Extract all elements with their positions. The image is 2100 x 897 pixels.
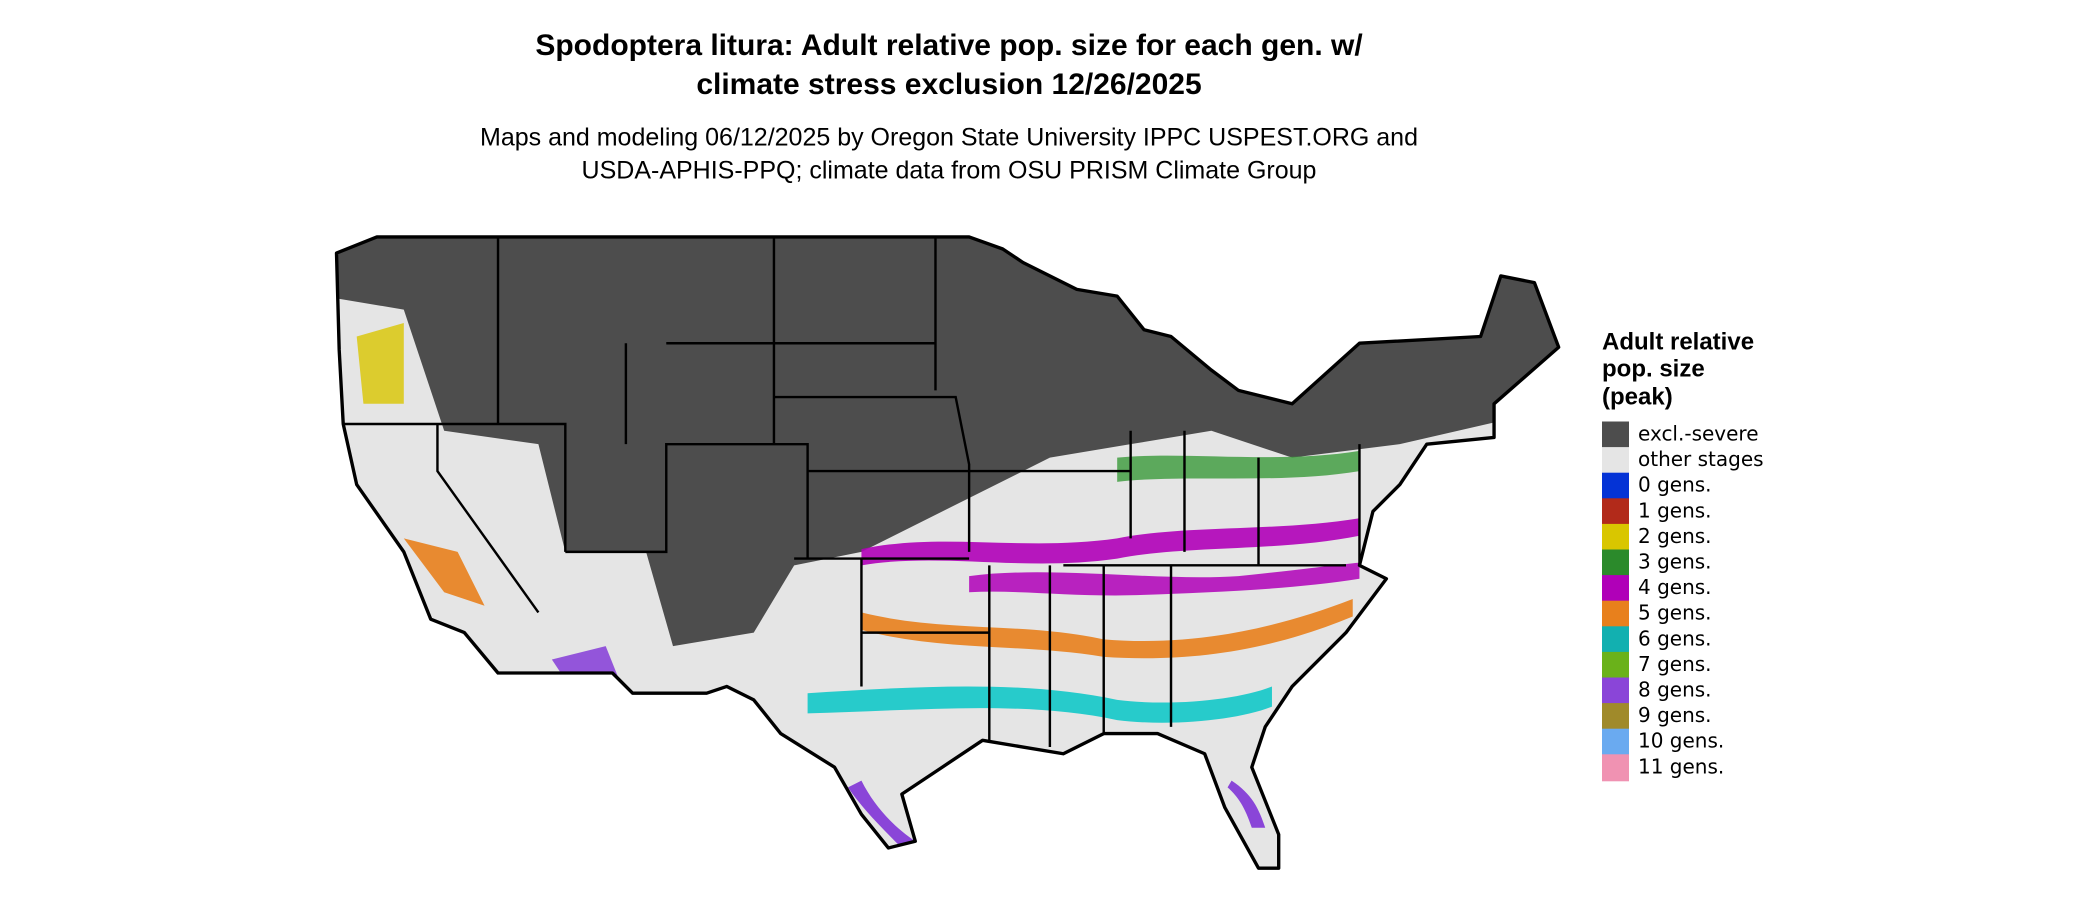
legend-label: 3 gens. bbox=[1638, 550, 1712, 574]
band bbox=[861, 598, 1353, 659]
legend-label: 0 gens. bbox=[1638, 473, 1712, 497]
legend-label: 5 gens. bbox=[1638, 601, 1712, 625]
band bbox=[403, 538, 485, 606]
legend-label: 11 gens. bbox=[1638, 754, 1724, 778]
legend-swatch bbox=[1602, 421, 1629, 449]
band bbox=[1117, 450, 1360, 482]
legend-label: 7 gens. bbox=[1638, 652, 1712, 676]
band bbox=[1227, 780, 1266, 828]
legend-swatch bbox=[1602, 728, 1629, 756]
legend-swatch bbox=[1602, 575, 1629, 603]
legend-label: 6 gens. bbox=[1638, 626, 1712, 650]
legend-swatch bbox=[1602, 523, 1629, 551]
band bbox=[356, 323, 404, 404]
legend-label: 8 gens. bbox=[1638, 678, 1712, 702]
legend-swatch bbox=[1602, 498, 1629, 526]
legend-title-line: Adult relative bbox=[1602, 328, 1754, 355]
legend-swatch bbox=[1602, 677, 1629, 705]
country-outline bbox=[334, 235, 1561, 870]
state-borders bbox=[343, 236, 1361, 748]
legend-swatch bbox=[1602, 549, 1629, 577]
legend-label: other stages bbox=[1638, 447, 1764, 471]
legend-swatch bbox=[1602, 754, 1629, 782]
us-map bbox=[334, 235, 1561, 870]
legend-label: 2 gens. bbox=[1638, 524, 1712, 548]
legend-label: 1 gens. bbox=[1638, 498, 1712, 522]
band bbox=[807, 686, 1272, 723]
legend-swatch bbox=[1602, 703, 1629, 731]
band bbox=[969, 562, 1360, 596]
subtitle-line: USDA-APHIS-PPQ; climate data from OSU PR… bbox=[582, 157, 1317, 185]
legend-label: excl.-severe bbox=[1638, 422, 1759, 446]
legend-title-line: (peak) bbox=[1602, 383, 1673, 410]
legend: Adult relative pop. size (peak) excl.-se… bbox=[1602, 328, 1764, 782]
title-line: climate stress exclusion 12/26/2025 bbox=[696, 68, 1201, 101]
legend-swatch bbox=[1602, 447, 1629, 475]
legend-label: 4 gens. bbox=[1638, 575, 1712, 599]
legend-label: 10 gens. bbox=[1638, 729, 1724, 753]
band bbox=[861, 518, 1360, 566]
legend-label: 9 gens. bbox=[1638, 703, 1712, 727]
legend-swatch bbox=[1602, 600, 1629, 628]
legend-swatch bbox=[1602, 626, 1629, 654]
subtitle-line: Maps and modeling 06/12/2025 by Oregon S… bbox=[480, 124, 1418, 152]
legend-swatch bbox=[1602, 651, 1629, 679]
legend-swatch bbox=[1602, 472, 1629, 500]
band bbox=[847, 780, 916, 848]
title-line: Spodoptera litura: Adult relative pop. s… bbox=[535, 29, 1363, 62]
legend-title-line: pop. size bbox=[1602, 355, 1705, 382]
